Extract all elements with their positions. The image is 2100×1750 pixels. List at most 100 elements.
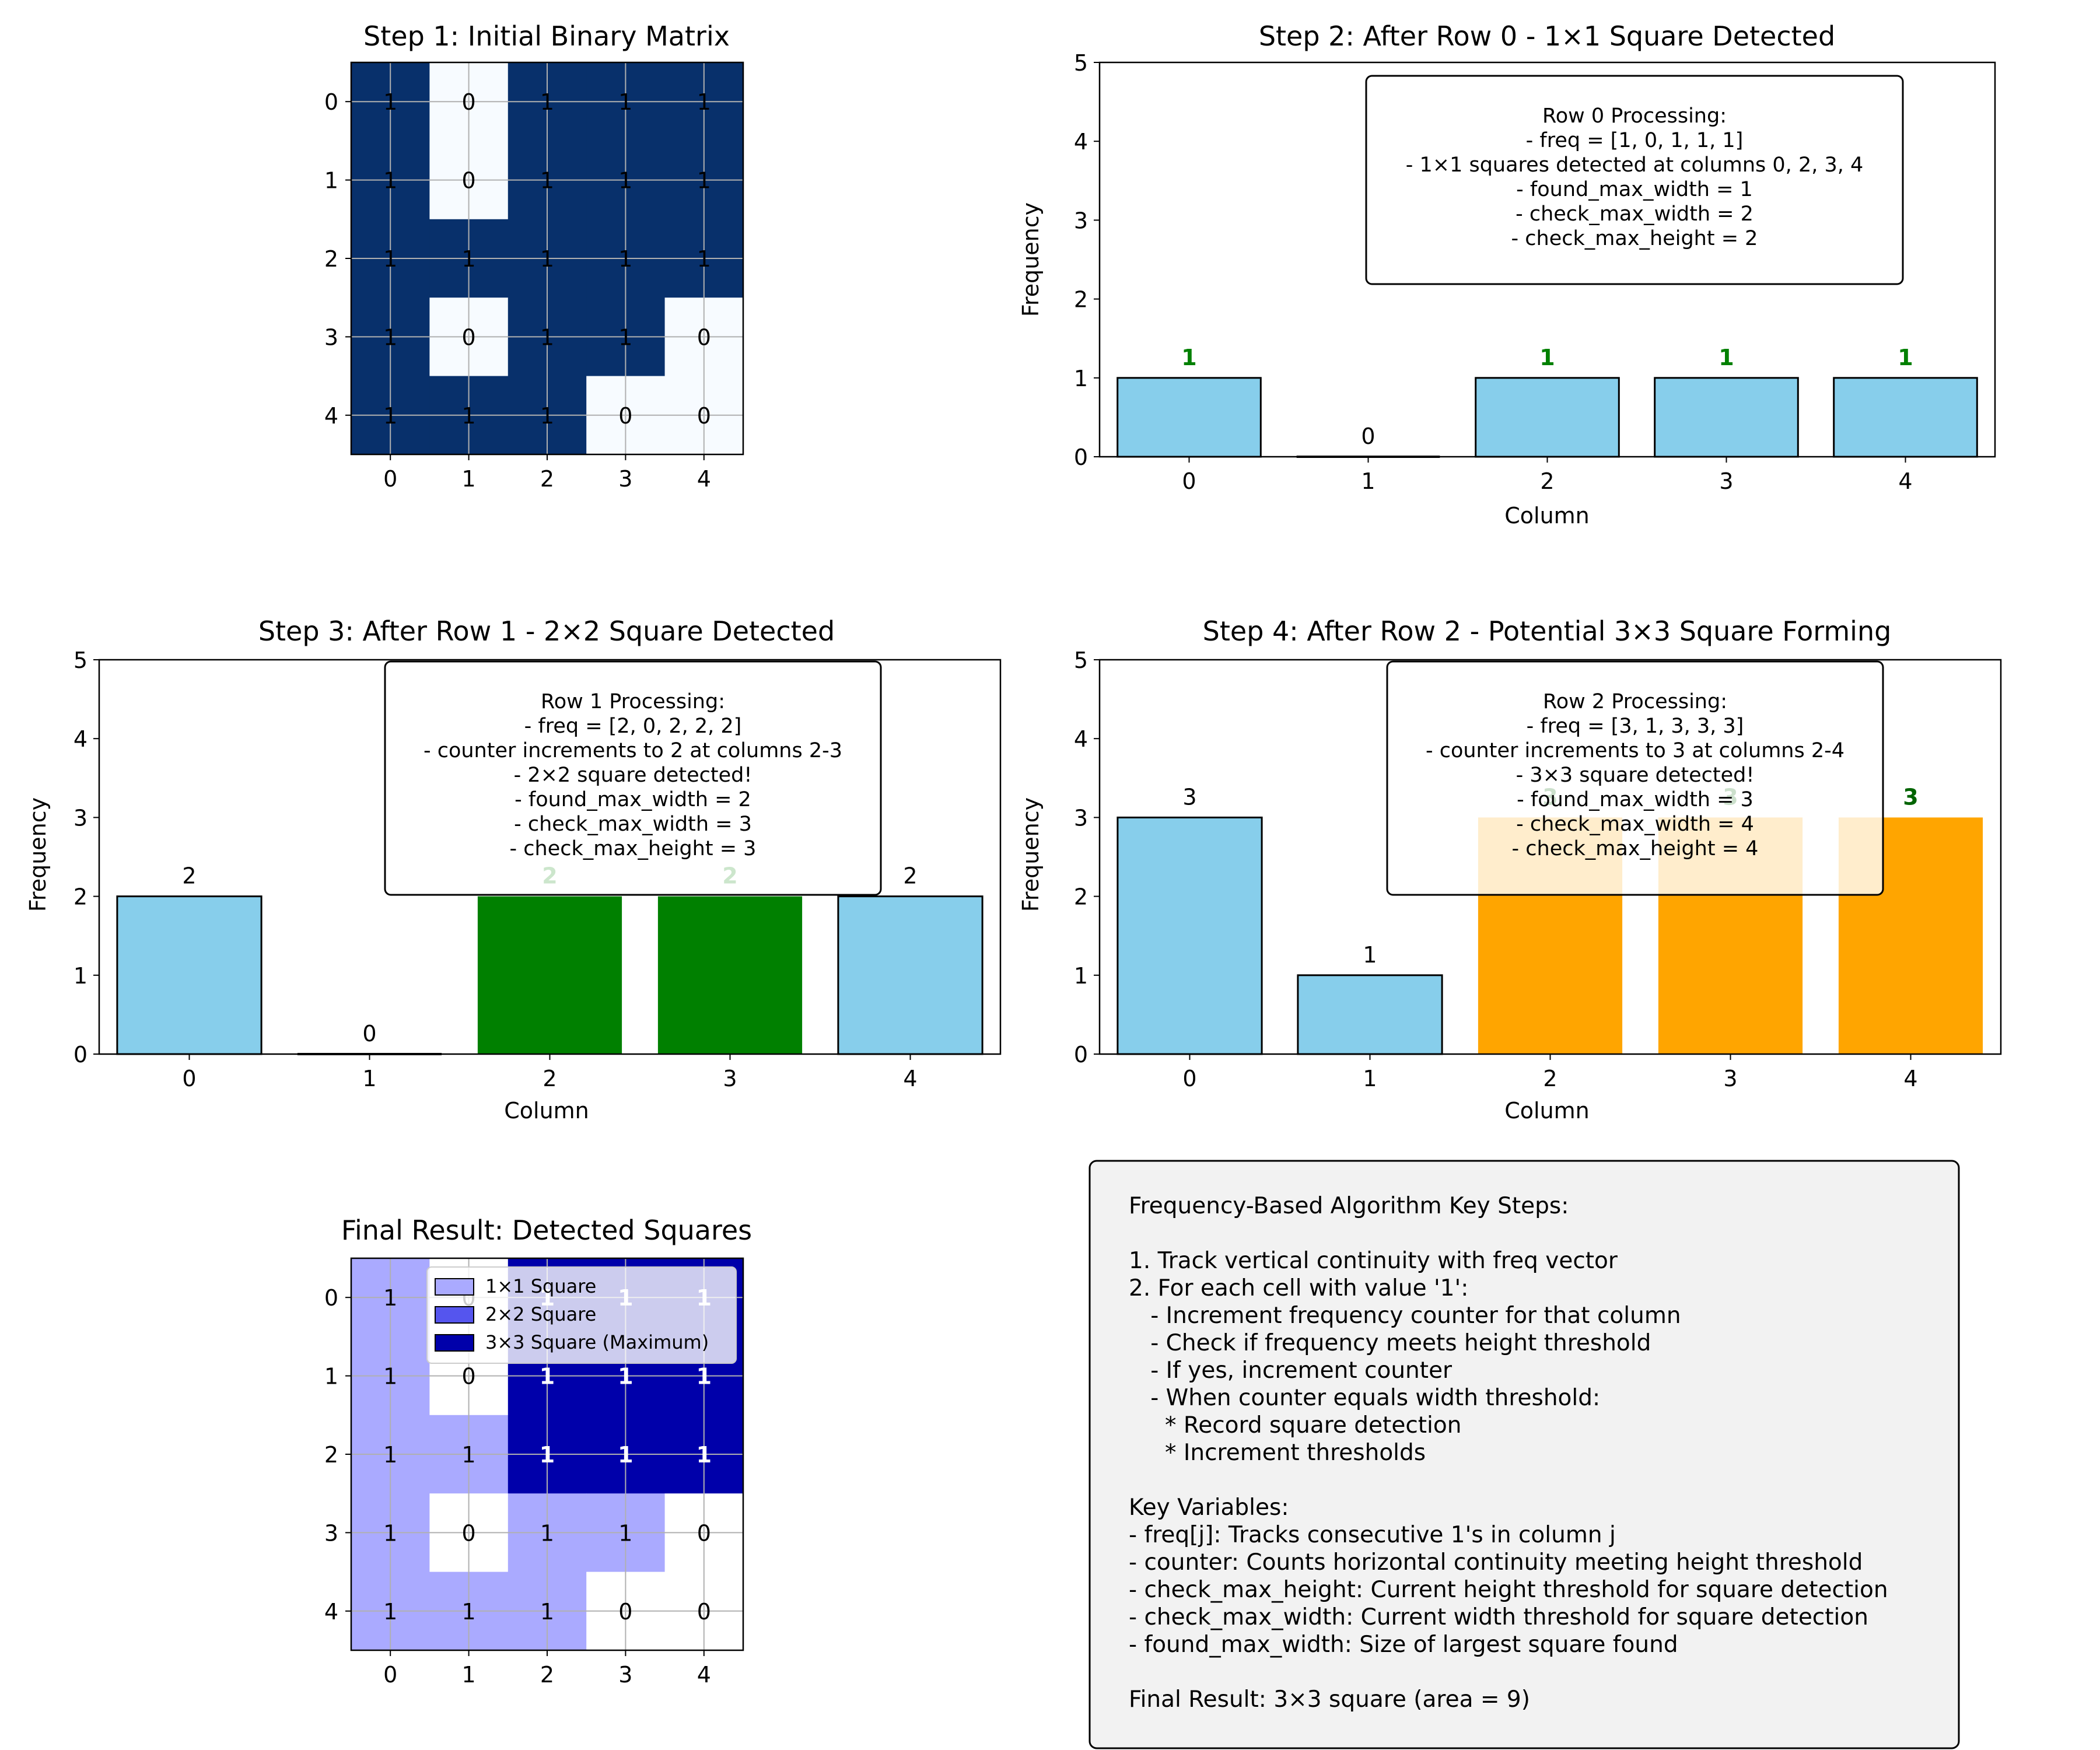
panel-step4-xtick-label: 4 xyxy=(1903,1066,1917,1091)
panel-step3-bar-4 xyxy=(837,895,984,1055)
info-panel-box xyxy=(1088,1160,1960,1749)
panel-final-cell-value: 1 xyxy=(540,1364,555,1390)
panel-step3-annotation-line: - freq = [2, 0, 2, 2, 2] xyxy=(524,715,742,738)
panel-step3-ytick-label: 0 xyxy=(74,1042,88,1068)
final-result-panel: Final Result: Detected Squares 1 0 1 1 1 1 0 1 1… xyxy=(324,1214,752,1688)
legend-swatch-3 xyxy=(435,1334,474,1352)
panel-final-cell-value: 0 xyxy=(697,1520,711,1546)
panel-step3-value-label-4: 2 xyxy=(903,863,917,889)
panel-final-cell-value: 1 xyxy=(696,1364,712,1390)
panel-step1-cell-value: 0 xyxy=(462,89,476,115)
info-line: 1. Track vertical continuity with freq v… xyxy=(1129,1248,1618,1274)
panel-step2-ytick-label: 5 xyxy=(1074,50,1088,76)
panel-step2-bar-2 xyxy=(1475,377,1620,458)
panel-final-ytick-label: 3 xyxy=(324,1520,338,1546)
info-line: Frequency-Based Algorithm Key Steps: xyxy=(1129,1193,1569,1219)
panel-step1-cell-value: 1 xyxy=(540,168,554,194)
panel-final-cell-value: 1 xyxy=(383,1520,397,1546)
panel-final-cell-value: 1 xyxy=(618,1520,632,1546)
panel-step1-cell-value: 1 xyxy=(618,89,632,115)
info-line: - When counter equals width threshold: xyxy=(1129,1385,1600,1411)
panel-step3-bar-2 xyxy=(477,896,622,1054)
panel-step4-value-label-0: 3 xyxy=(1182,784,1196,810)
panel-step3-bar-3 xyxy=(657,896,803,1054)
info-line: - Increment frequency counter for that c… xyxy=(1129,1303,1681,1329)
panel-step4-ytick-label: 0 xyxy=(1074,1042,1088,1068)
info-line: - found_max_width: Size of largest squar… xyxy=(1129,1632,1678,1658)
panel-final-xtick-label: 1 xyxy=(462,1662,476,1688)
panel-step2-value-label-4: 1 xyxy=(1898,345,1913,370)
info-line: 2. For each cell with value '1': xyxy=(1129,1275,1468,1301)
info-line: - check_max_height: Current height thres… xyxy=(1129,1577,1888,1603)
panel-step1-cell-value: 0 xyxy=(697,403,711,429)
info-line: - check_max_width: Current width thresho… xyxy=(1129,1604,1868,1630)
panel-step1-cell-value: 1 xyxy=(383,403,397,429)
info-line: - freq[j]: Tracks consecutive 1's in col… xyxy=(1129,1522,1616,1548)
panel-step3-xtick-label: 2 xyxy=(542,1066,556,1091)
panel-step3-xtick-label: 1 xyxy=(362,1066,376,1091)
panel-step4-bar-0 xyxy=(1116,816,1263,1055)
panel-step1-cell-value: 1 xyxy=(618,246,632,272)
final-title: Final Result: Detected Squares xyxy=(341,1214,752,1246)
panel-step1-cell-value: 1 xyxy=(540,403,554,429)
panel-step2-bar-0 xyxy=(1116,377,1262,458)
panel-step1-cell-value: 1 xyxy=(383,324,397,350)
step1-title: Step 1: Initial Binary Matrix xyxy=(363,20,730,52)
step4-ylabel: Frequency xyxy=(1018,797,1044,912)
panel-step2-xtick-label: 3 xyxy=(1719,468,1733,494)
info-line: Key Variables: xyxy=(1129,1494,1289,1521)
panel-final-cell-value: 1 xyxy=(540,1442,555,1468)
panel-step1-cell-value: 1 xyxy=(383,89,397,115)
panel-step2-xtick-label: 2 xyxy=(1540,468,1554,494)
panel-step1-cell-value: 1 xyxy=(697,246,711,272)
panel-final-cell-value: 1 xyxy=(618,1442,633,1468)
panel-step1-cell-value: 1 xyxy=(383,246,397,272)
panel-step1-xtick-label: 3 xyxy=(618,466,632,492)
panel-final-cell-value: 1 xyxy=(383,1442,397,1468)
panel-step2-ytick-label: 3 xyxy=(1074,208,1088,233)
panel-step1-cell-value: 1 xyxy=(540,324,554,350)
legend-label-1: 1×1 Square xyxy=(485,1275,596,1297)
panel-final-cell-value: 0 xyxy=(462,1364,476,1390)
panel-step2-ytick-label: 2 xyxy=(1074,287,1088,313)
panel-step1-cell-value: 1 xyxy=(697,168,711,194)
panel-step3-annotation-line: - counter increments to 2 at columns 2-3 xyxy=(424,739,842,762)
panel-step2-annotation-line: - found_max_width = 1 xyxy=(1516,178,1753,201)
info-line: * Record square detection xyxy=(1129,1412,1461,1438)
panel-final-cell-value: 1 xyxy=(462,1442,476,1468)
panel-final-ytick-label: 1 xyxy=(324,1364,338,1390)
info-panel: Frequency-Based Algorithm Key Steps: 1. T… xyxy=(1088,1160,1960,1749)
step2-ylabel: Frequency xyxy=(1018,202,1044,317)
panel-step1-cell-value: 1 xyxy=(618,324,632,350)
step2-xlabel: Column xyxy=(1504,503,1590,528)
panel-step4-ytick-label: 4 xyxy=(1074,726,1088,752)
panel-step2-xtick-label: 1 xyxy=(1361,468,1375,494)
panel-step3-ytick-label: 2 xyxy=(74,884,88,910)
panel-step1-cell-value: 1 xyxy=(540,246,554,272)
panel-step4-annotation-line: - check_max_height = 4 xyxy=(1512,837,1759,860)
panel-final-xtick-label: 4 xyxy=(697,1662,711,1688)
step4-title: Step 4: After Row 2 - Potential 3×3 Squa… xyxy=(1203,615,1892,647)
panel-step2-xtick-label: 0 xyxy=(1182,468,1196,494)
panel-step2-value-label-0: 1 xyxy=(1181,345,1196,370)
panel-step2-annotation-line: Row 0 Processing: xyxy=(1542,104,1727,128)
panel-step4-annotation-line: - found_max_width = 3 xyxy=(1517,788,1754,811)
legend-swatch-1 xyxy=(435,1278,474,1296)
panel-step1-cell-value: 1 xyxy=(383,168,397,194)
panel-final-ytick-label: 2 xyxy=(324,1442,338,1468)
panel-step3-bar-0 xyxy=(116,895,262,1055)
panel-step3-xtick-label: 4 xyxy=(903,1066,917,1091)
panel-step2-value-label-1: 0 xyxy=(1361,424,1375,449)
panel-final-cell-value: 1 xyxy=(383,1364,397,1390)
panel-final-cell-value: 0 xyxy=(462,1520,476,1546)
panel-step1-cell-value: 0 xyxy=(618,403,632,429)
legend-label-2: 2×2 Square xyxy=(485,1303,596,1325)
step3-xlabel: Column xyxy=(504,1098,589,1124)
panel-final-ytick-label: 4 xyxy=(324,1599,338,1625)
panel-step3-annotation-box xyxy=(384,660,882,896)
panel-step2-bar-3 xyxy=(1654,377,1799,458)
legend-label-3: 3×3 Square (Maximum) xyxy=(485,1331,709,1353)
panel-step2-bar-4 xyxy=(1833,377,1978,458)
panel-step2-annotation-line: - freq = [1, 0, 1, 1, 1] xyxy=(1526,129,1744,152)
panel-step3-xtick-label: 3 xyxy=(723,1066,737,1091)
